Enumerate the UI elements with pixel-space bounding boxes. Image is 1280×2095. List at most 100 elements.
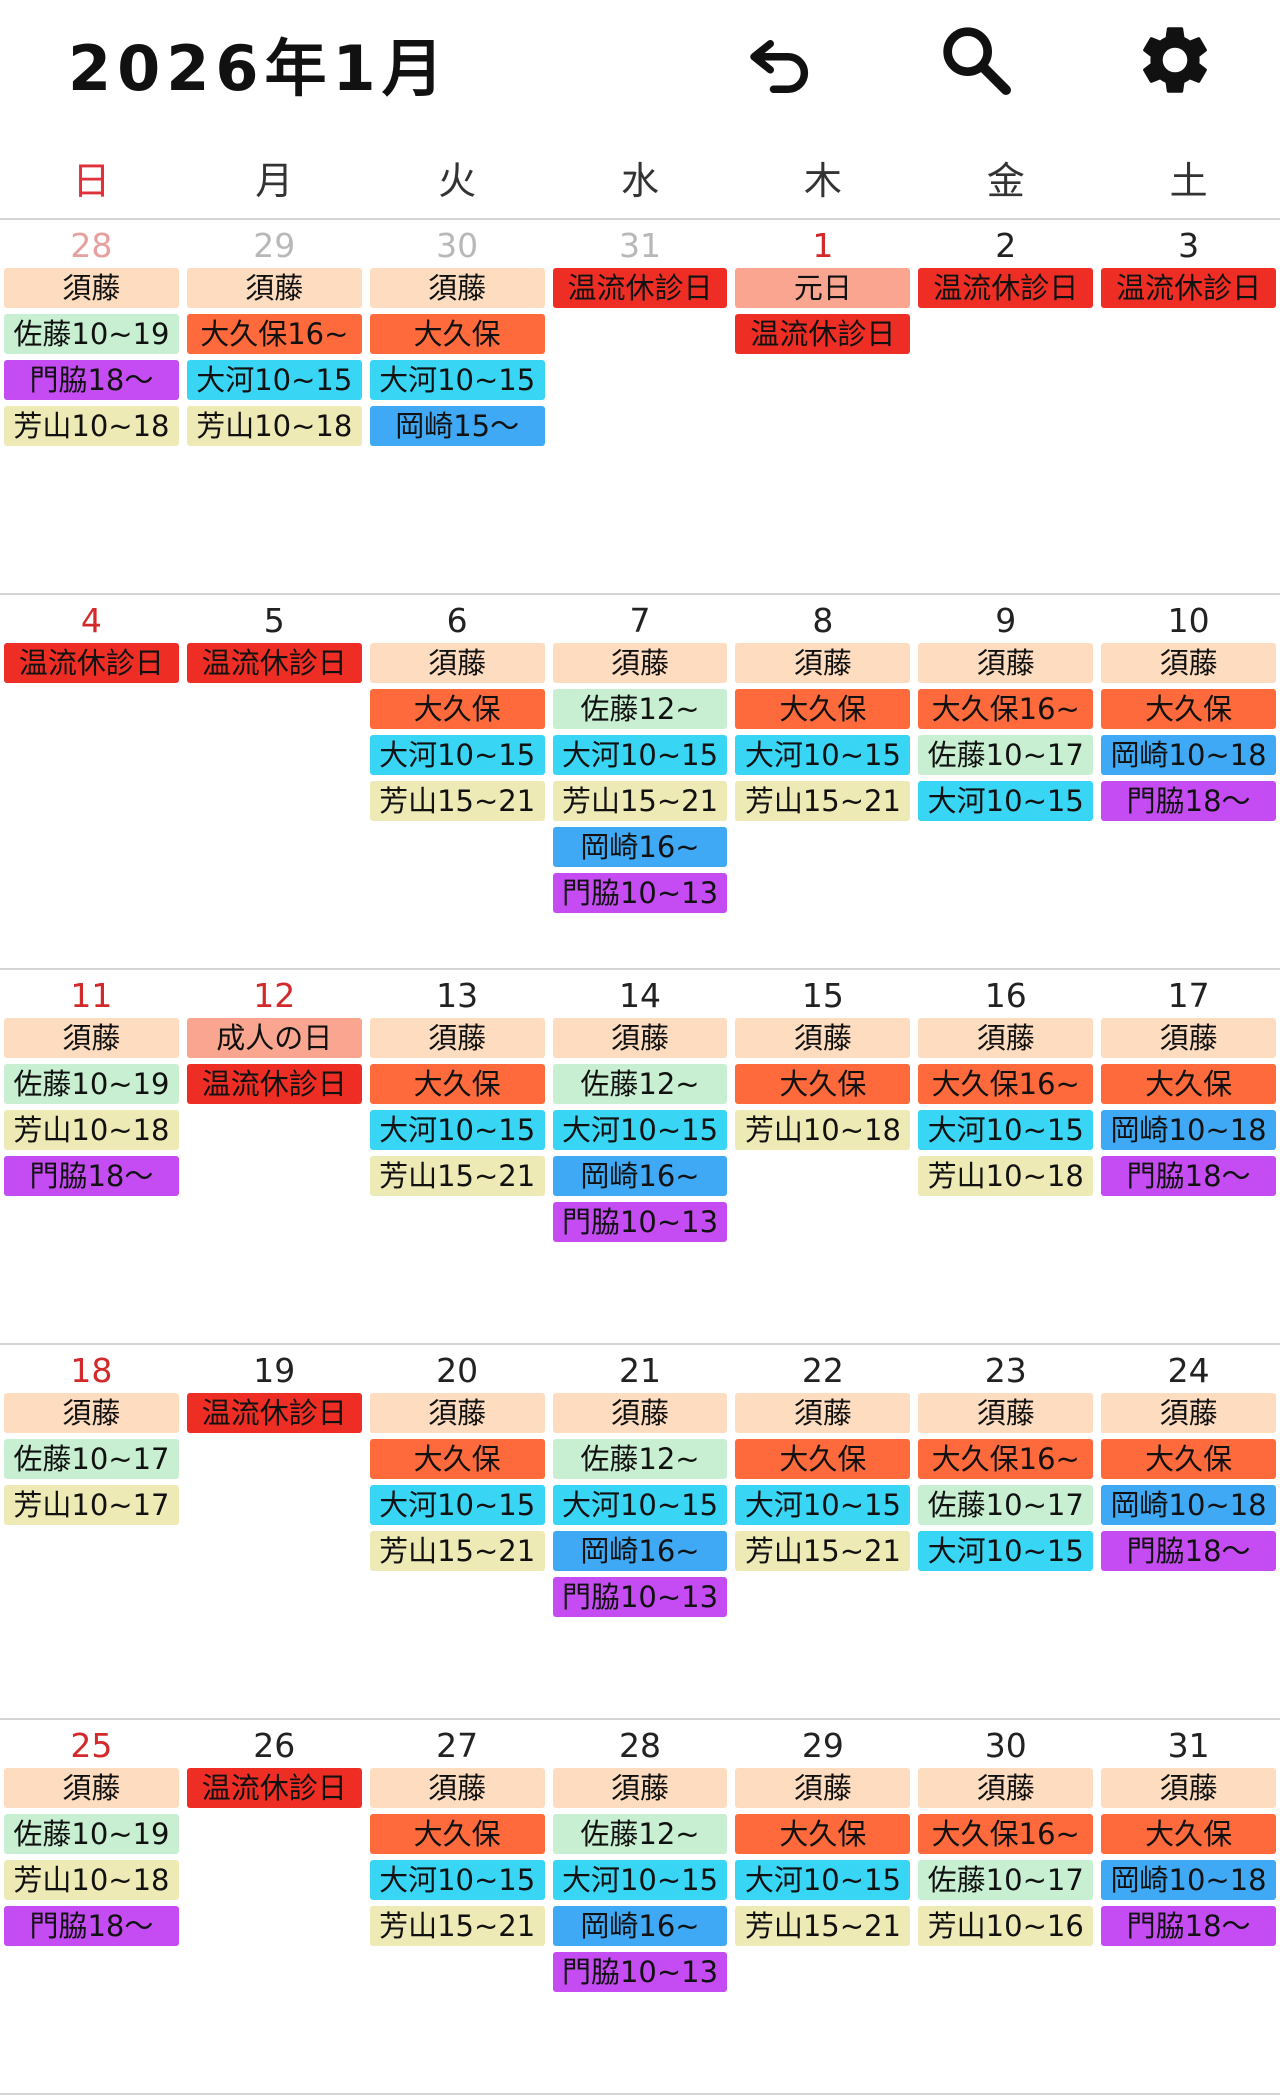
event-chip[interactable]: 須藤: [918, 1018, 1094, 1058]
day-cell[interactable]: 1 元日 温流休診日: [731, 220, 914, 593]
day-cell[interactable]: 24 須藤 大久保 岡崎10~18 門脇18〜: [1097, 1345, 1280, 1718]
event-chip[interactable]: 門脇18〜: [4, 1156, 179, 1196]
event-chip[interactable]: 大河10~15: [369, 360, 545, 400]
event-chip[interactable]: 大久保: [735, 1814, 911, 1854]
event-chip[interactable]: 岡崎16~: [552, 1531, 728, 1571]
event-chip[interactable]: 佐藤10~19: [4, 314, 179, 354]
day-cell[interactable]: 4 温流休診日: [0, 595, 183, 968]
event-chip[interactable]: 大久保: [735, 689, 911, 729]
search-icon[interactable]: [934, 18, 1018, 102]
day-cell[interactable]: 31 温流休診日: [549, 220, 732, 593]
event-chip[interactable]: 温流休診日: [186, 1393, 362, 1433]
day-cell[interactable]: 30 須藤 大久保 大河10~15 岡崎15〜: [366, 220, 549, 593]
event-chip[interactable]: 大久保16~: [918, 689, 1094, 729]
event-chip[interactable]: 芳山10~18: [186, 406, 362, 446]
day-cell[interactable]: 27 須藤 大久保 大河10~15 芳山15~21: [366, 1720, 549, 2093]
event-chip[interactable]: 大久保: [369, 1064, 545, 1104]
event-chip[interactable]: 大久保: [1101, 1439, 1277, 1479]
event-chip[interactable]: 須藤: [735, 1393, 911, 1433]
event-chip[interactable]: 大河10~15: [552, 1110, 728, 1150]
event-chip[interactable]: 門脇18〜: [4, 360, 179, 400]
event-chip[interactable]: 大河10~15: [369, 735, 545, 775]
day-cell[interactable]: 29 須藤 大久保16~ 大河10~15 芳山10~18: [183, 220, 366, 593]
event-chip[interactable]: 芳山10~18: [735, 1110, 911, 1150]
event-chip[interactable]: 佐藤10~17: [918, 1860, 1094, 1900]
event-chip[interactable]: 大久保: [369, 1814, 545, 1854]
event-chip[interactable]: 佐藤10~19: [4, 1814, 179, 1854]
event-chip[interactable]: 須藤: [918, 1393, 1094, 1433]
event-chip[interactable]: 須藤: [4, 1018, 179, 1058]
event-chip[interactable]: 大河10~15: [918, 781, 1094, 821]
day-cell[interactable]: 30 須藤 大久保16~ 佐藤10~17 芳山10~16: [914, 1720, 1097, 2093]
event-chip[interactable]: 芳山15~21: [552, 781, 728, 821]
event-chip[interactable]: 大河10~15: [369, 1110, 545, 1150]
event-chip[interactable]: 芳山10~18: [918, 1156, 1094, 1196]
event-chip[interactable]: 大久保16~: [918, 1814, 1094, 1854]
event-chip[interactable]: 佐藤10~17: [918, 735, 1094, 775]
event-chip[interactable]: 芳山15~21: [369, 1531, 545, 1571]
day-cell[interactable]: 9 須藤 大久保16~ 佐藤10~17 大河10~15: [914, 595, 1097, 968]
event-chip[interactable]: 須藤: [186, 268, 362, 308]
event-chip[interactable]: 門脇10~13: [552, 1202, 728, 1242]
event-chip[interactable]: 須藤: [369, 1018, 545, 1058]
day-cell[interactable]: 12 成人の日 温流休診日: [183, 970, 366, 1343]
day-cell[interactable]: 14 須藤 佐藤12~ 大河10~15 岡崎16~ 門脇10~13: [549, 970, 732, 1343]
event-chip[interactable]: 須藤: [4, 1393, 179, 1433]
event-chip[interactable]: 須藤: [735, 643, 911, 683]
event-chip[interactable]: 岡崎10~18: [1101, 1860, 1277, 1900]
day-cell[interactable]: 18 須藤 佐藤10~17 芳山10~17: [0, 1345, 183, 1718]
event-chip[interactable]: 門脇18〜: [1101, 1906, 1277, 1946]
day-cell[interactable]: 15 須藤 大久保 芳山10~18: [731, 970, 914, 1343]
event-chip[interactable]: 温流休診日: [552, 268, 728, 308]
event-chip[interactable]: 大久保: [369, 1439, 545, 1479]
event-chip[interactable]: 芳山15~21: [735, 781, 911, 821]
event-chip[interactable]: 大河10~15: [552, 1485, 728, 1525]
event-chip[interactable]: 須藤: [552, 1393, 728, 1433]
day-cell[interactable]: 21 須藤 佐藤12~ 大河10~15 岡崎16~ 門脇10~13: [549, 1345, 732, 1718]
event-chip[interactable]: 大久保: [735, 1064, 911, 1104]
event-chip[interactable]: 須藤: [918, 1768, 1094, 1808]
event-chip[interactable]: 須藤: [735, 1018, 911, 1058]
event-chip[interactable]: 大久保: [369, 314, 545, 354]
month-title[interactable]: 2026年1月: [68, 32, 450, 105]
event-chip[interactable]: 大久保: [1101, 1064, 1277, 1104]
event-chip[interactable]: 門脇18〜: [1101, 1531, 1277, 1571]
event-chip[interactable]: 岡崎10~18: [1101, 735, 1277, 775]
event-chip[interactable]: 門脇10~13: [552, 1952, 728, 1992]
undo-icon[interactable]: [738, 18, 822, 102]
event-chip[interactable]: 芳山10~16: [918, 1906, 1094, 1946]
event-chip[interactable]: 門脇10~13: [552, 1577, 728, 1617]
event-chip[interactable]: 岡崎16~: [552, 1156, 728, 1196]
event-chip[interactable]: 須藤: [4, 268, 179, 308]
event-chip[interactable]: 門脇18〜: [1101, 1156, 1277, 1196]
event-chip[interactable]: 温流休診日: [918, 268, 1094, 308]
day-cell[interactable]: 11 須藤 佐藤10~19 芳山10~18 門脇18〜: [0, 970, 183, 1343]
event-chip[interactable]: 佐藤10~17: [918, 1485, 1094, 1525]
event-chip[interactable]: 大河10~15: [918, 1110, 1094, 1150]
event-chip[interactable]: 元日: [735, 268, 911, 308]
day-cell[interactable]: 2 温流休診日: [914, 220, 1097, 593]
event-chip[interactable]: 大河10~15: [552, 735, 728, 775]
event-chip[interactable]: 須藤: [369, 1393, 545, 1433]
event-chip[interactable]: 須藤: [1101, 1768, 1277, 1808]
event-chip[interactable]: 岡崎16~: [552, 1906, 728, 1946]
gear-icon[interactable]: [1133, 18, 1217, 102]
event-chip[interactable]: 大河10~15: [186, 360, 362, 400]
event-chip[interactable]: 須藤: [4, 1768, 179, 1808]
day-cell[interactable]: 28 須藤 佐藤10~19 門脇18〜 芳山10~18: [0, 220, 183, 593]
day-cell[interactable]: 8 須藤 大久保 大河10~15 芳山15~21: [731, 595, 914, 968]
day-cell[interactable]: 31 須藤 大久保 岡崎10~18 門脇18〜: [1097, 1720, 1280, 2093]
event-chip[interactable]: 門脇18〜: [4, 1906, 179, 1946]
event-chip[interactable]: 岡崎10~18: [1101, 1110, 1277, 1150]
day-cell[interactable]: 28 須藤 佐藤12~ 大河10~15 岡崎16~ 門脇10~13: [549, 1720, 732, 2093]
event-chip[interactable]: 大久保: [1101, 1814, 1277, 1854]
event-chip[interactable]: 大久保16~: [918, 1064, 1094, 1104]
day-cell[interactable]: 7 須藤 佐藤12~ 大河10~15 芳山15~21 岡崎16~ 門脇10~13: [549, 595, 732, 968]
event-chip[interactable]: 芳山15~21: [735, 1531, 911, 1571]
event-chip[interactable]: 温流休診日: [186, 643, 362, 683]
day-cell[interactable]: 19 温流休診日: [183, 1345, 366, 1718]
event-chip[interactable]: 芳山15~21: [369, 1156, 545, 1196]
event-chip[interactable]: 須藤: [369, 268, 545, 308]
day-cell[interactable]: 16 須藤 大久保16~ 大河10~15 芳山10~18: [914, 970, 1097, 1343]
event-chip[interactable]: 須藤: [552, 1768, 728, 1808]
